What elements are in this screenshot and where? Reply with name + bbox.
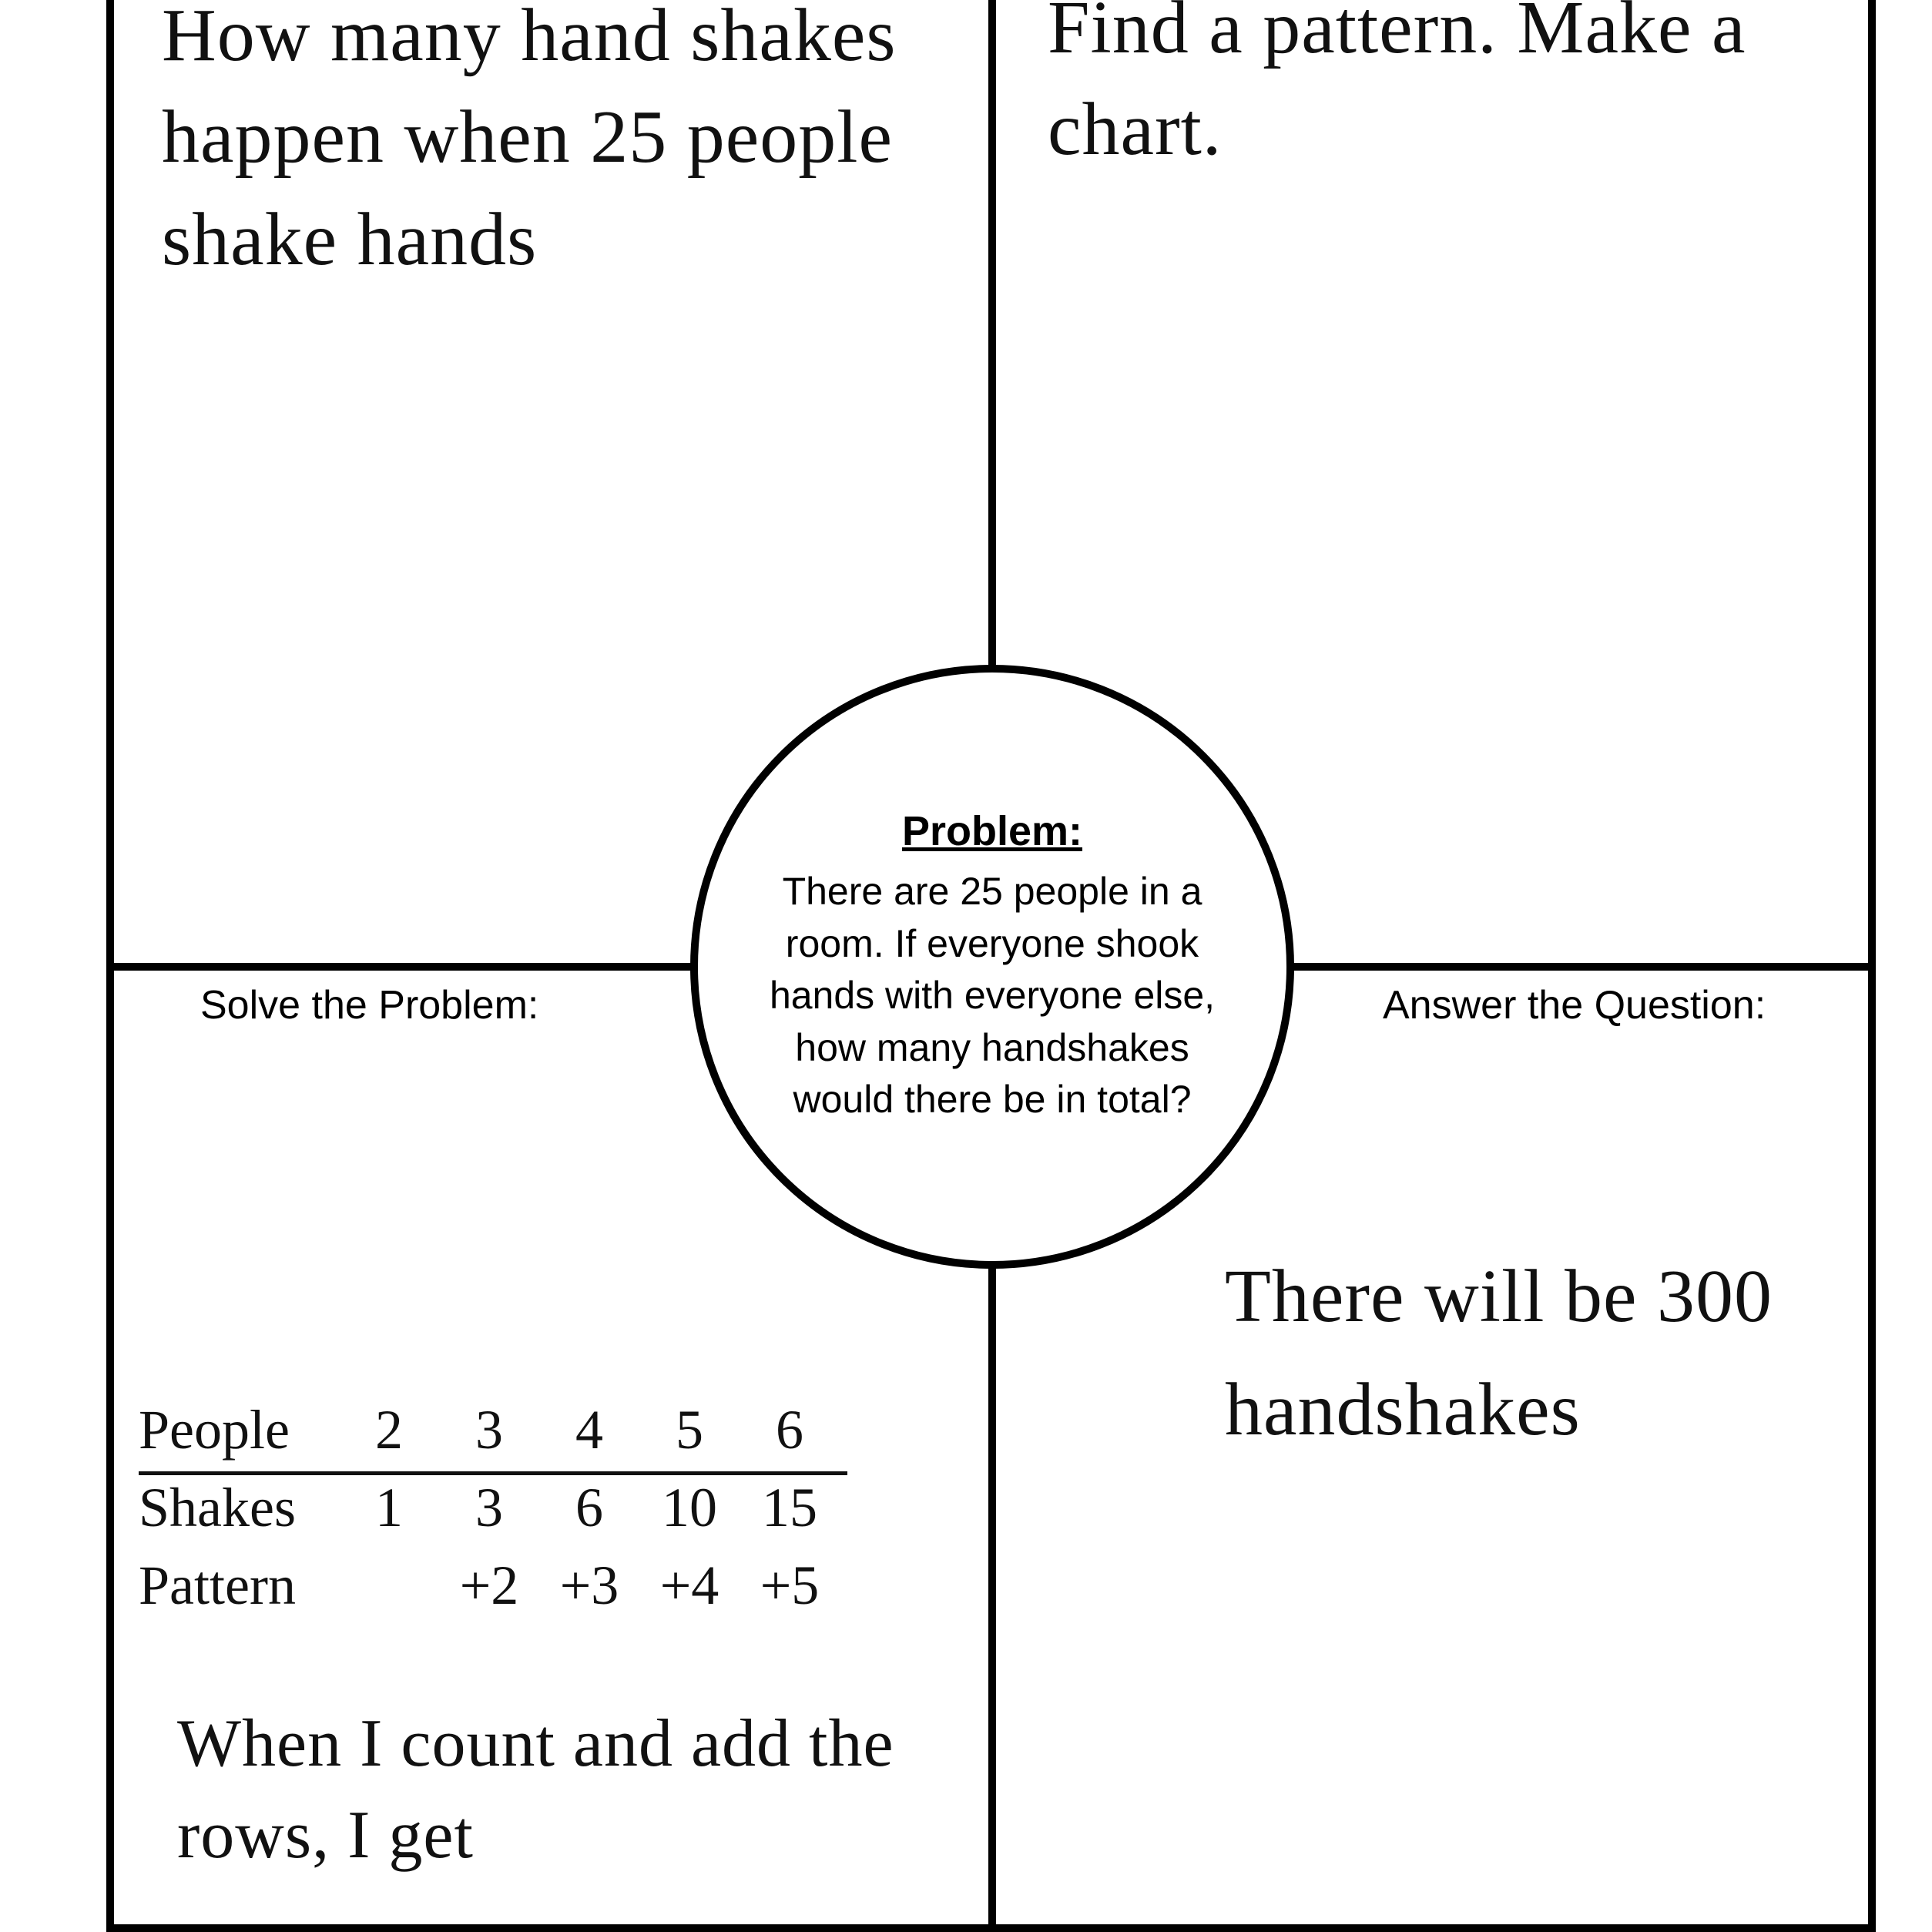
problem-circle: Problem: There are 25 people in a room. … [690,665,1294,1269]
label-solve: Solve the Problem: [200,982,538,1028]
table-cell: 15 [755,1476,824,1540]
table-cell: 10 [655,1476,724,1540]
problem-title: Problem: [902,807,1082,855]
table-cell: 6 [755,1398,824,1462]
label-answer: Answer the Question: [1383,982,1766,1028]
table-cell: 2 [354,1398,424,1462]
table-cell: +3 [555,1554,624,1618]
problem-body: There are 25 people in a room. If everyo… [753,866,1231,1126]
hand-top-right: Find a pattern. Make a chart. [1048,0,1849,181]
row-label: People [139,1398,324,1462]
table-cell: 6 [555,1476,624,1540]
hand-bottom-left: When I count and add the rows, I get [177,1699,909,1882]
table-rule [139,1471,847,1475]
table-row: Pattern +2 +3 +4 +5 [139,1554,824,1618]
table-cell: +5 [755,1554,824,1618]
worksheet: Problem: There are 25 people in a room. … [0,0,1932,1932]
table-cell: 3 [454,1398,524,1462]
row-label: Pattern [139,1554,324,1618]
table-cell: 1 [354,1476,424,1540]
pattern-table: People 2 3 4 5 6 Shakes 1 3 6 10 15 Patt… [139,1398,824,1618]
table-row: Shakes 1 3 6 10 15 [139,1476,824,1540]
table-row: People 2 3 4 5 6 [139,1398,824,1462]
table-cell: 5 [655,1398,724,1462]
row-label: Shakes [139,1476,324,1540]
table-cell: +2 [454,1554,524,1618]
hand-bottom-right: There will be 300 handshakes [1225,1240,1857,1467]
hand-top-left: How many hand shakes happen when 25 peop… [162,0,971,290]
table-cell: 3 [454,1476,524,1540]
table-cell: 4 [555,1398,624,1462]
table-cell: +4 [655,1554,724,1618]
